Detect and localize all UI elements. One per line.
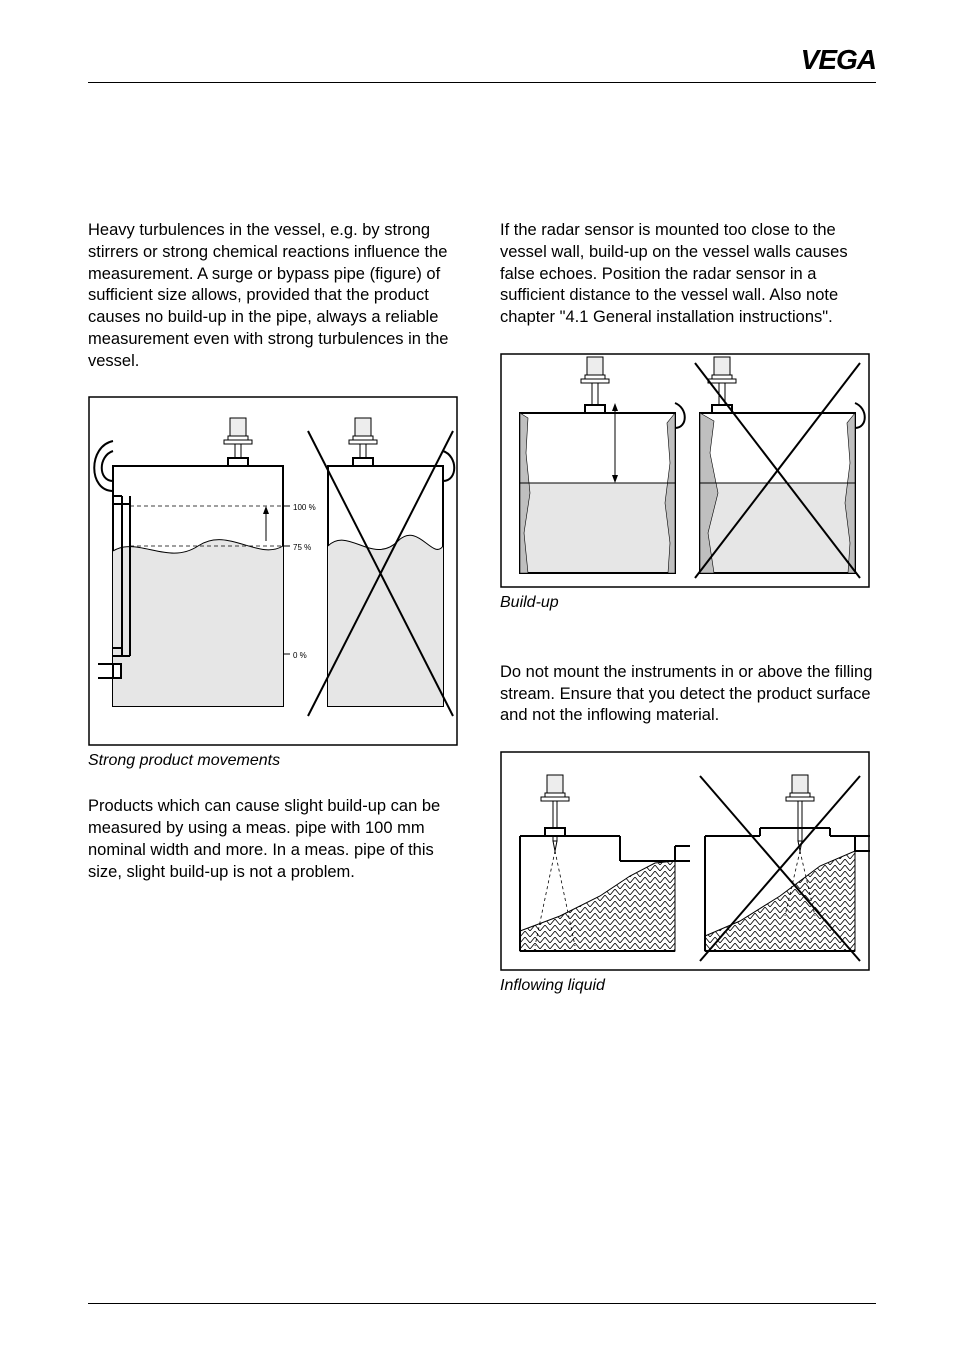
svg-text:100 %: 100 % [293, 503, 316, 512]
left-paragraph-1: Heavy turbulences in the vessel, e.g. by… [88, 220, 464, 372]
brand-logo: VEGA [801, 44, 876, 76]
figure-build-up [500, 353, 876, 588]
svg-text:0 %: 0 % [293, 651, 307, 660]
footer-divider [88, 1303, 876, 1304]
content-columns: Heavy turbulences in the vessel, e.g. by… [88, 220, 876, 1021]
right-paragraph-2: Do not mount the instruments in or above… [500, 662, 876, 727]
header-divider [88, 82, 876, 83]
svg-text:75 %: 75 % [293, 543, 311, 552]
left-column: Heavy turbulences in the vessel, e.g. by… [88, 220, 464, 1021]
figure-inflowing-liquid [500, 751, 876, 971]
figure-strong-movements: 100 % 75 % 0 % [88, 396, 464, 746]
figure-1-caption: Strong product movements [88, 752, 464, 770]
figure-2-caption: Build-up [500, 594, 876, 612]
right-paragraph-1: If the radar sensor is mounted too close… [500, 220, 876, 329]
left-paragraph-2: Products which can cause slight build-up… [88, 796, 464, 883]
right-column: If the radar sensor is mounted too close… [500, 220, 876, 1021]
figure-3-caption: Inflowing liquid [500, 977, 876, 995]
